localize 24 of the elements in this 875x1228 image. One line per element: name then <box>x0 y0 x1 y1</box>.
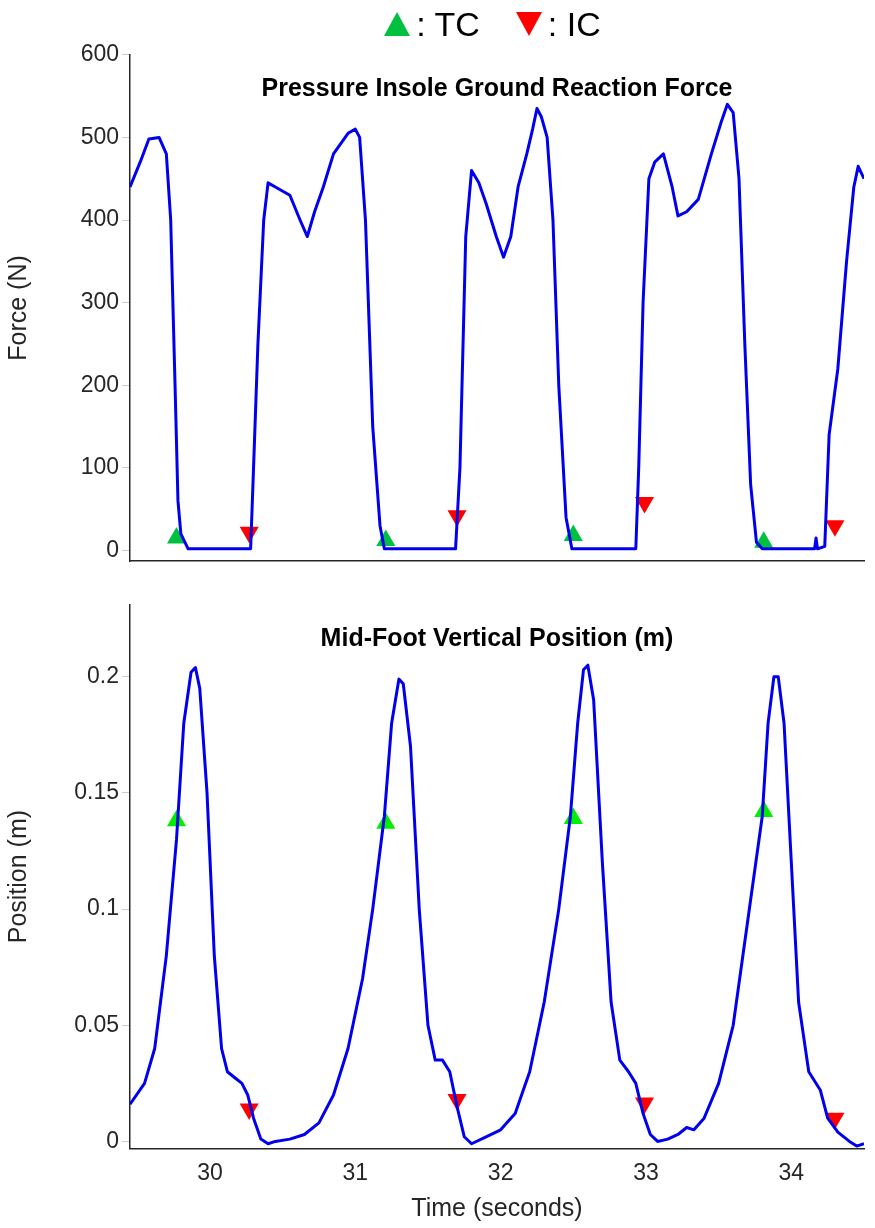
y-tick-label: 0 <box>106 535 119 562</box>
y-tick-label: 0 <box>106 1126 119 1153</box>
text: Pressure Insole Ground Reaction Force <box>261 72 733 101</box>
x-tick-label: 33 <box>633 1158 659 1185</box>
y-tick-label: 100 <box>80 453 119 480</box>
y-tick-label: 400 <box>80 205 119 232</box>
y-axis-title: Position (m) <box>2 809 31 944</box>
y-tick-label: 600 <box>80 40 119 67</box>
x-tick-label: 32 <box>487 1158 514 1185</box>
x-tick-label: 30 <box>197 1158 223 1185</box>
y-tick-label: 0.05 <box>74 1010 119 1037</box>
y-tick-label: 200 <box>80 370 119 397</box>
x-tick-label: 34 <box>778 1158 805 1185</box>
y-axis-title: Force (N) <box>2 255 31 361</box>
y-tick-label: 0.1 <box>87 894 119 921</box>
y-tick-label: 300 <box>80 287 119 314</box>
legend-label: : TC <box>416 4 480 44</box>
text: Mid-Foot Vertical Position (m) <box>320 622 674 651</box>
y-tick-label: 0.2 <box>87 662 119 689</box>
y-tick-label: 500 <box>80 122 119 149</box>
legend-label: : IC <box>547 4 601 44</box>
x-tick-label: 31 <box>342 1158 369 1185</box>
y-tick-label: 0.15 <box>74 778 119 805</box>
x-axis-title: Time (seconds) <box>411 1192 583 1221</box>
